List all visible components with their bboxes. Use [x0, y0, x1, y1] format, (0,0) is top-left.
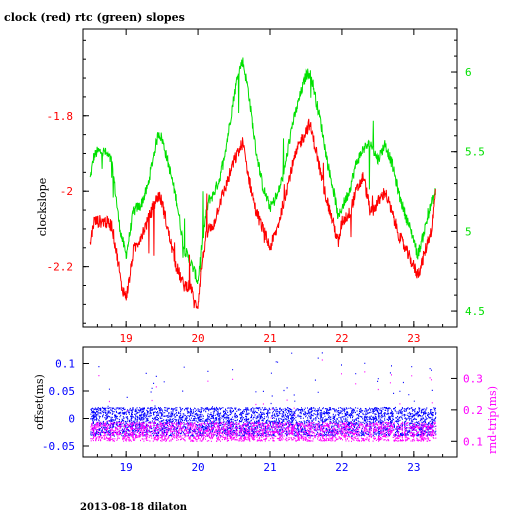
bottom-y-tick-label: 0.1 — [55, 358, 75, 371]
bottom-y2-tick-label: 0.3 — [463, 372, 483, 385]
bottom-y-tick-label: 0 — [68, 413, 75, 426]
top-y2-tick-label: 6 — [465, 66, 472, 79]
slope-panel: 19 20 21 22 23 -1.8 -2 -2.2 6 5.5 5 4.5 clockslop… — [36, 28, 485, 345]
bottom-left-y-axis: 0.1 0.05 0 -0.05 — [42, 358, 89, 453]
bottom-right-y-axis: 0.3 0.2 0.1 — [451, 372, 483, 448]
chart-title: clock (red) rtc (green) slopes — [4, 11, 185, 24]
rtc-series-line — [89, 57, 436, 284]
top-y-label: clockslope — [36, 178, 49, 236]
top-x-axis: 19 20 21 22 23 — [96, 29, 458, 345]
rnd-trip-scatter-points — [90, 359, 437, 442]
top-series-group — [89, 57, 436, 309]
bottom-x-tick-label: 21 — [263, 461, 276, 474]
bottom-x-tick-label: 22 — [335, 461, 348, 474]
bottom-x-tick-label: 23 — [407, 461, 420, 474]
top-left-y-axis: -1.8 -2 -2.2 — [47, 39, 89, 324]
clock-series-line — [89, 118, 436, 309]
bottom-y-tick-label: 0.05 — [49, 385, 76, 398]
top-x-tick-label: 21 — [263, 332, 276, 345]
bottom-y-label: offset(ms) — [33, 374, 46, 430]
bottom-series-group — [90, 352, 437, 442]
top-plot-frame — [82, 28, 458, 328]
bottom-y2-tick-label: 0.1 — [463, 435, 483, 448]
top-y-tick-label: -2.2 — [47, 261, 74, 274]
top-x-tick-label: 22 — [335, 332, 348, 345]
bottom-x-axis: 19 20 21 22 23 — [96, 347, 458, 474]
bottom-x-tick-label: 20 — [191, 461, 204, 474]
top-x-tick-label: 19 — [120, 332, 133, 345]
top-y2-tick-label: 5 — [465, 225, 472, 238]
bottom-y-tick-label: -0.05 — [42, 440, 75, 453]
top-y2-tick-label: 5.5 — [465, 146, 485, 159]
top-x-tick-label: 20 — [191, 332, 204, 345]
top-right-y-axis: 6 5.5 5 4.5 — [451, 39, 485, 318]
top-y2-tick-label: 4.5 — [465, 305, 485, 318]
bottom-y2-label: rnd-trip(ms) — [486, 386, 499, 454]
bottom-x-tick-label: 19 — [120, 461, 133, 474]
top-x-tick-label: 23 — [407, 332, 420, 345]
top-y-tick-label: -1.8 — [47, 110, 74, 123]
top-y-tick-label: -2 — [60, 185, 73, 198]
offset-panel: 19 20 21 22 23 0.1 0.05 0 -0.05 0.3 0.2 0.1 offse… — [33, 346, 499, 474]
bottom-y2-tick-label: 0.2 — [463, 404, 483, 417]
footer-caption: 2013-08-18 dilaton — [80, 502, 188, 512]
